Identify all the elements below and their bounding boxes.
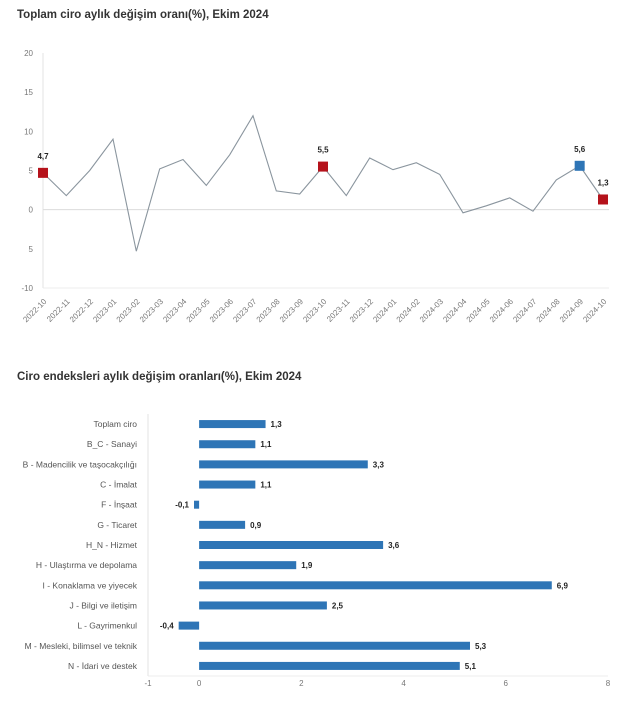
- bar-chart-title: Ciro endeksleri aylık değişim oranları(%…: [17, 371, 302, 383]
- x-tick-label: 2023-06: [208, 297, 236, 325]
- bar: [199, 541, 384, 549]
- x-tick-label: 2023-09: [278, 297, 306, 325]
- data-label: 4,7: [37, 152, 49, 161]
- category-label: H - Ulaştırma ve depolama: [36, 560, 137, 570]
- y-tick-label: 20: [24, 49, 33, 58]
- bar: [199, 561, 297, 570]
- category-label: Toplam ciro: [94, 419, 138, 429]
- series-line: [42, 114, 604, 252]
- data-label: 5,6: [574, 145, 586, 154]
- bar: [199, 601, 327, 610]
- category-label: G - Ticaret: [97, 520, 137, 530]
- data-point-marker: [38, 167, 48, 178]
- bar-value-label: 5,1: [465, 662, 477, 671]
- bar-value-label: -0,4: [160, 622, 174, 631]
- category-label: F - İnşaat: [101, 500, 138, 510]
- x-tick-label: 2024-01: [371, 297, 399, 325]
- bar-value-label: 1,1: [260, 481, 272, 490]
- data-label: 1,3: [597, 178, 609, 187]
- bar-value-label: 3,6: [388, 541, 400, 550]
- x-tick-label: 2023-07: [231, 297, 259, 325]
- category-label: L - Gayrimenkul: [77, 621, 137, 631]
- bar: [199, 661, 460, 670]
- x-tick-label: 2023-10: [301, 297, 329, 325]
- bar: [199, 420, 266, 429]
- x-tick-label: 2023-03: [138, 297, 166, 325]
- bar-value-label: -0,1: [175, 501, 189, 510]
- y-tick-label: -10: [21, 284, 33, 293]
- category-label: N - İdari ve destek: [68, 661, 138, 671]
- bar: [199, 460, 368, 469]
- x-tick-label: 2023-01: [91, 297, 119, 325]
- line-chart-title: Toplam ciro aylık değişim oranı(%), Ekim…: [17, 9, 269, 21]
- category-label: C - İmalat: [100, 480, 137, 490]
- x-tick-label: 6: [504, 679, 509, 688]
- category-label: B_C - Sanayi: [87, 439, 137, 449]
- x-tick-label: 2022-10: [21, 297, 49, 325]
- x-tick-label: 2024-06: [488, 297, 516, 325]
- data-label: 5,5: [317, 146, 329, 155]
- x-tick-label: 2023-11: [325, 297, 352, 324]
- category-label: J - Bilgi ve iletişim: [69, 600, 137, 610]
- bar-value-label: 2,5: [332, 601, 344, 610]
- x-tick-label: 2: [299, 679, 304, 688]
- bar: [199, 440, 256, 449]
- x-tick-label: 2023-05: [185, 297, 213, 325]
- x-tick-label: 2023-08: [255, 297, 283, 325]
- data-point-marker: [318, 161, 328, 172]
- bar-value-label: 1,3: [271, 420, 283, 429]
- data-point-marker: [598, 194, 608, 205]
- bar-value-label: 1,1: [260, 440, 272, 449]
- x-tick-label: 2022-11: [45, 297, 72, 324]
- x-tick-label: 2024-07: [511, 297, 539, 325]
- x-tick-label: 2024-03: [418, 297, 446, 325]
- data-point-marker: [574, 160, 585, 171]
- x-tick-label: 2022-12: [68, 297, 96, 325]
- x-tick-label: 2024-08: [535, 297, 563, 325]
- bar: [199, 480, 256, 489]
- bar-value-label: 3,3: [373, 460, 385, 469]
- bar: [199, 581, 552, 590]
- category-label: H_N - Hizmet: [86, 540, 138, 550]
- x-tick-label: 2023-02: [115, 297, 143, 325]
- x-tick-label: -1: [144, 679, 152, 688]
- y-tick-label: 0: [29, 206, 34, 215]
- y-tick-label: 10: [24, 127, 33, 136]
- category-label: M - Mesleki, bilimsel ve teknik: [25, 641, 138, 651]
- y-tick-label: 15: [24, 88, 33, 97]
- bar-value-label: 6,9: [557, 581, 569, 590]
- x-tick-label: 2024-09: [558, 297, 586, 325]
- x-tick-label: 2023-12: [348, 297, 376, 325]
- category-label: B - Madencilik ve taşocakçılığı: [23, 459, 137, 469]
- x-tick-label: 0: [197, 679, 202, 688]
- x-tick-label: 2024-05: [465, 297, 493, 325]
- y-tick-label: 5: [29, 245, 34, 254]
- bar: [199, 641, 470, 650]
- x-tick-label: 2024-04: [441, 297, 469, 325]
- x-tick-label: 2024-10: [581, 297, 609, 325]
- category-label: I - Konaklama ve yiyecek: [43, 580, 138, 590]
- bar-value-label: 0,9: [250, 521, 262, 530]
- bar: [178, 621, 200, 630]
- bar-value-label: 5,3: [475, 642, 487, 651]
- x-tick-label: 2023-04: [161, 297, 189, 325]
- x-tick-label: 2024-02: [395, 297, 423, 325]
- x-tick-label: 8: [606, 679, 611, 688]
- bar: [194, 500, 200, 509]
- bar: [199, 520, 246, 529]
- x-tick-label: 4: [401, 679, 406, 688]
- y-tick-label: 5: [29, 167, 34, 176]
- bar-value-label: 1,9: [301, 561, 313, 570]
